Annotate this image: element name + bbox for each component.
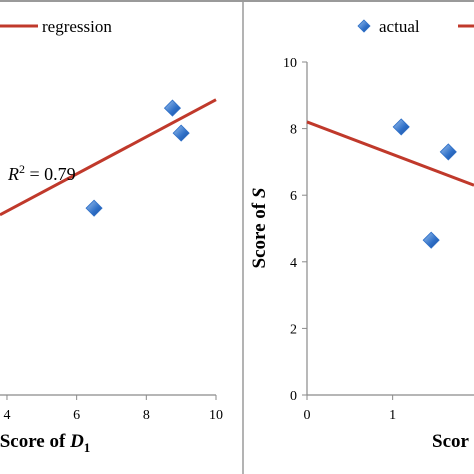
right-y-axis-title: Score of S: [249, 188, 270, 269]
right-chart-panel: 0 2 4 6 8 10 0 1 Score of S Scor: [249, 56, 474, 452]
r-squared-annotation: R2 = 0.79: [7, 162, 76, 184]
r-symbol: R: [7, 164, 19, 184]
left-x-tick-label: 8: [143, 408, 150, 423]
right-x-title-prefix: Scor: [432, 431, 470, 452]
right-regression-line: [306, 120, 474, 187]
right-y-tick-label: 8: [290, 123, 297, 138]
right-y-title-prefix: Score of: [249, 198, 270, 268]
right-x-axis-title: Scor: [432, 431, 470, 452]
right-actual-point: [439, 143, 457, 161]
left-actual-point: [172, 124, 190, 142]
right-y-tick-label: 6: [290, 189, 297, 204]
legend: regression actual: [0, 17, 474, 36]
right-x-tick-label: 1: [389, 408, 396, 423]
right-actual-point: [422, 231, 440, 249]
right-actual-point: [392, 118, 410, 136]
right-y-tick-label: 2: [290, 322, 297, 337]
left-x-tick-label: 10: [209, 408, 223, 423]
left-x-tick-label: 4: [3, 408, 10, 423]
legend-regression-label: regression: [42, 17, 112, 36]
right-y-tick-label: 0: [290, 389, 297, 404]
r-value: = 0.79: [25, 164, 76, 184]
legend-actual-swatch: [357, 19, 371, 33]
legend-actual-label: actual: [379, 17, 420, 36]
left-x-title-var: D: [69, 431, 84, 452]
left-actual-point: [85, 199, 103, 217]
left-chart-panel: 4 6 8 10 R2 = 0.79 Score of D1: [0, 98, 223, 455]
right-y-title-var: S: [249, 188, 270, 199]
left-x-tick-label: 6: [73, 408, 80, 423]
left-actual-point: [163, 99, 182, 117]
right-x-tick-label: 0: [304, 408, 311, 423]
left-x-axis-title: Score of D1: [0, 431, 90, 455]
right-y-tick-label: 10: [283, 56, 297, 71]
left-x-title-sub: 1: [84, 440, 91, 455]
r-superscript: 2: [19, 162, 25, 176]
right-y-tick-label: 4: [290, 256, 297, 271]
left-regression-line: [0, 98, 217, 217]
left-x-title-prefix: Score of: [0, 431, 70, 452]
